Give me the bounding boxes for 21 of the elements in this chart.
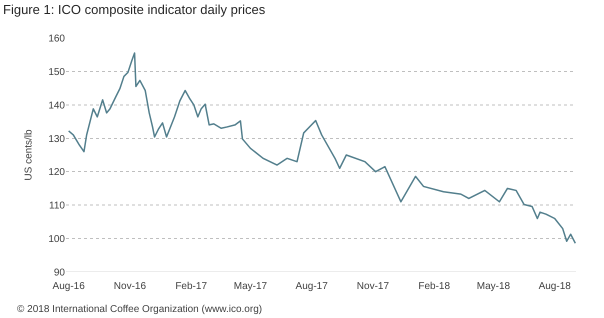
x-tick-label: Aug-16 — [52, 281, 86, 292]
x-tick-label: Aug-18 — [538, 281, 572, 292]
y-tick-label: 130 — [48, 134, 66, 145]
x-tick-label: Aug-17 — [296, 281, 328, 292]
y-tick-label: 110 — [49, 200, 66, 212]
line-series — [68, 52, 576, 244]
x-tick-label: Feb-18 — [418, 281, 450, 292]
x-tick-label: Nov-16 — [114, 281, 146, 292]
y-tick-label: 150 — [48, 66, 66, 78]
x-tick-label: Nov-17 — [356, 281, 390, 292]
y-tick-label: 120 — [48, 167, 66, 178]
y-tick-label: 140 — [48, 100, 66, 112]
y-tick-label: 160 — [48, 34, 66, 44]
y-tick-label: 100 — [48, 234, 66, 246]
y-axis-title: US cents/lb — [23, 129, 34, 181]
x-tick-label: May-17 — [234, 281, 268, 292]
y-tick-label: 90 — [54, 268, 66, 278]
x-tick-label: Feb-17 — [175, 281, 208, 292]
chart-title: Figure 1: ICO composite indicator daily prices — [3, 2, 266, 17]
text: © 2018 International Coffee Organization (www.ico.org) — [17, 304, 262, 315]
x-tick-label: May-18 — [476, 281, 511, 292]
